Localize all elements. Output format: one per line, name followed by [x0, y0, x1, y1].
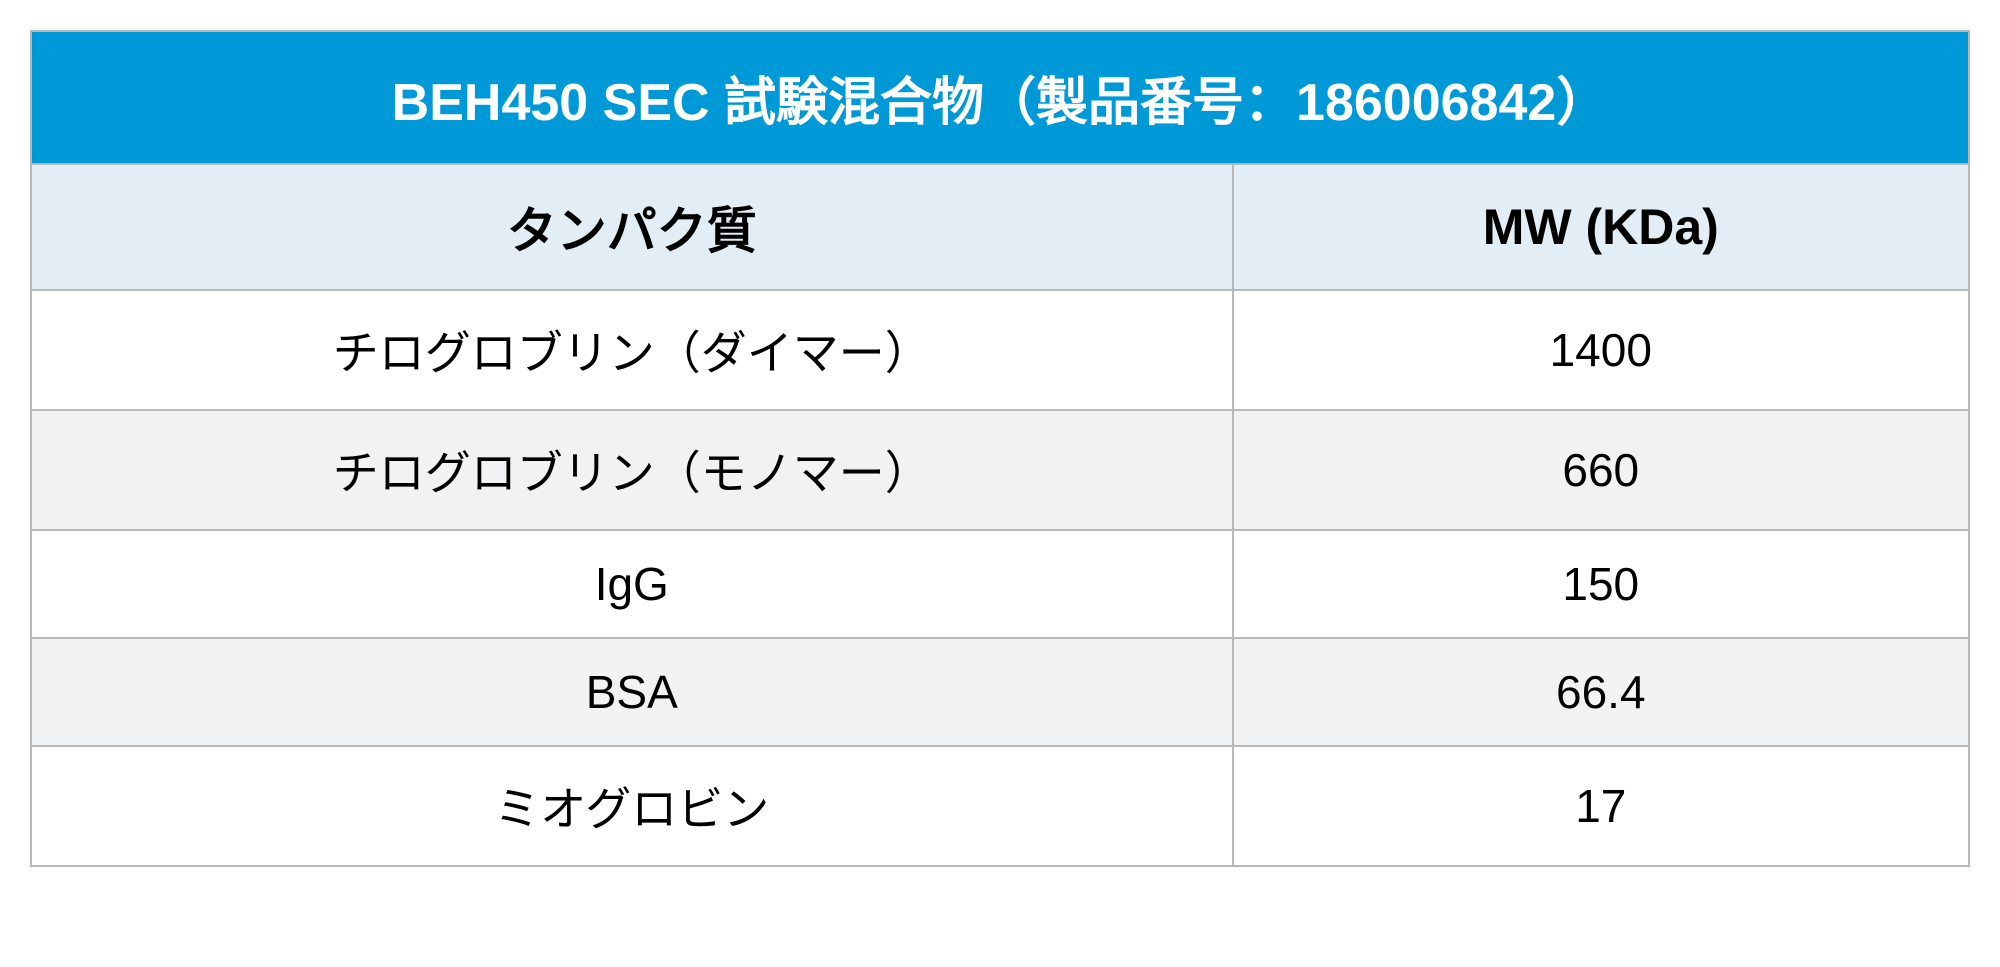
table-row: BSA 66.4: [31, 638, 1969, 746]
cell-mw: 1400: [1233, 290, 1969, 410]
cell-protein: ミオグロビン: [31, 746, 1233, 866]
cell-protein: チログロブリン（ダイマー）: [31, 290, 1233, 410]
cell-protein: チログロブリン（モノマー）: [31, 410, 1233, 530]
cell-protein: BSA: [31, 638, 1233, 746]
table-header-row: タンパク質 MW (KDa): [31, 164, 1969, 290]
table-row: チログロブリン（モノマー） 660: [31, 410, 1969, 530]
column-header-mw: MW (KDa): [1233, 164, 1969, 290]
cell-mw: 17: [1233, 746, 1969, 866]
table-row: チログロブリン（ダイマー） 1400: [31, 290, 1969, 410]
cell-mw: 150: [1233, 530, 1969, 638]
cell-mw: 66.4: [1233, 638, 1969, 746]
cell-mw: 660: [1233, 410, 1969, 530]
protein-mw-table: BEH450 SEC 試験混合物（製品番号：186006842） タンパク質 M…: [30, 30, 1970, 867]
column-header-protein: タンパク質: [31, 164, 1233, 290]
cell-protein: IgG: [31, 530, 1233, 638]
table-row: IgG 150: [31, 530, 1969, 638]
table-container: BEH450 SEC 試験混合物（製品番号：186006842） タンパク質 M…: [30, 30, 1970, 867]
table-title: BEH450 SEC 試験混合物（製品番号：186006842）: [31, 31, 1969, 164]
table-title-row: BEH450 SEC 試験混合物（製品番号：186006842）: [31, 31, 1969, 164]
table-row: ミオグロビン 17: [31, 746, 1969, 866]
